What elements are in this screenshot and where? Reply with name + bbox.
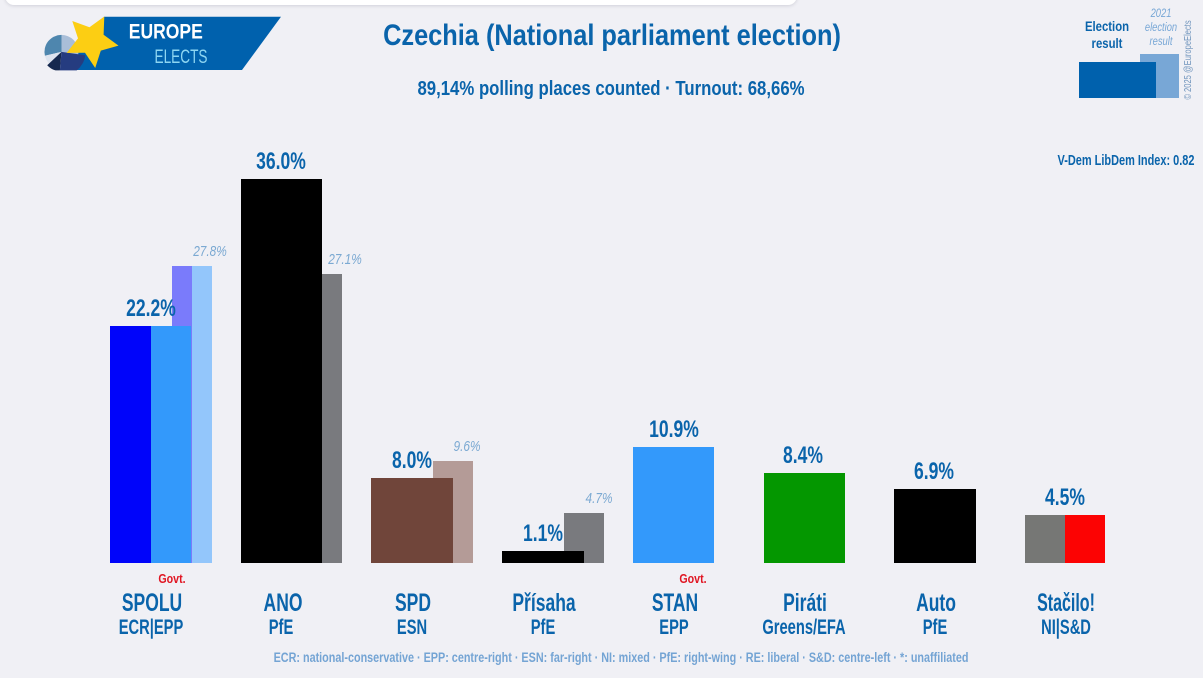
svg-text:EUROPE: EUROPE xyxy=(129,20,203,43)
svg-text:ELECTS: ELECTS xyxy=(155,47,208,68)
